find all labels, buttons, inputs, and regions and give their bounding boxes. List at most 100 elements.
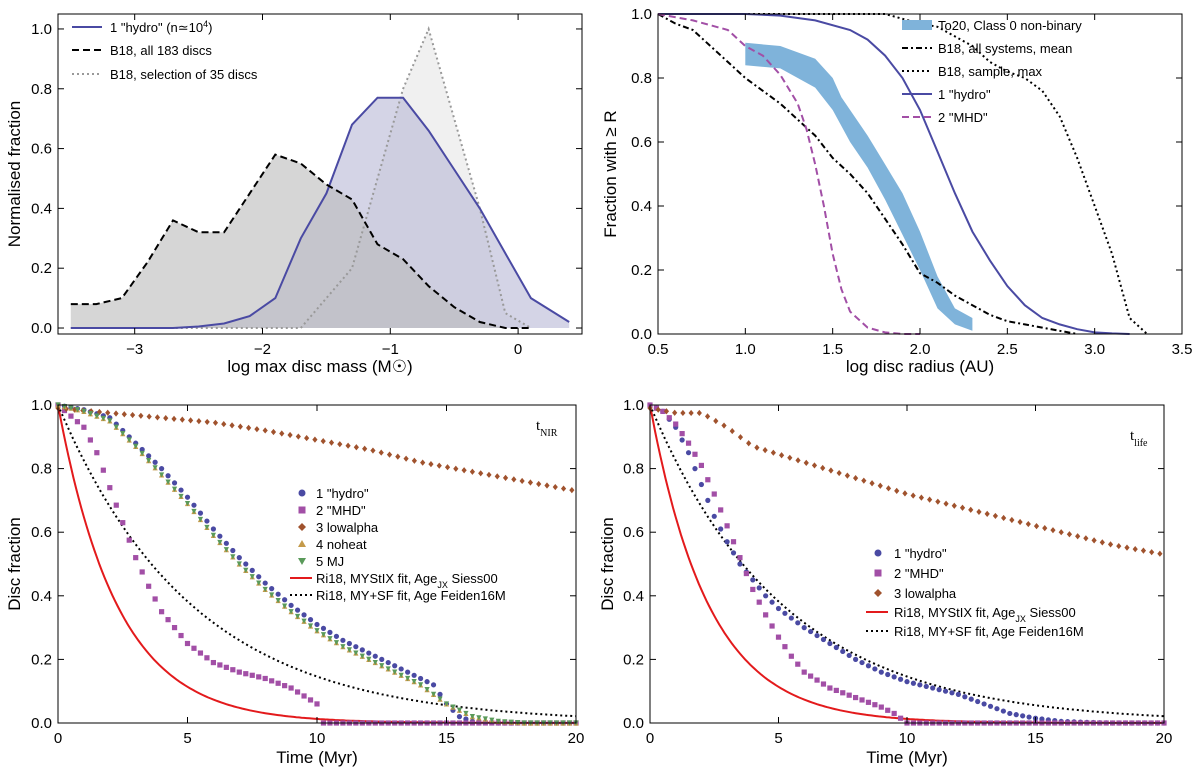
marker-circle (808, 628, 814, 635)
marker-circle (256, 574, 262, 580)
marker-circle (184, 494, 191, 500)
legend-label-b18-selection: B18, selection of 35 discs (110, 67, 258, 82)
legend-label-ri18-mysf-c: Ri18, MY+SF fit, Age Feiden16M (316, 588, 506, 603)
y-tick-label: 0.2 (623, 651, 644, 668)
series-line-solid (70, 96, 570, 329)
marker-square (859, 697, 865, 703)
marker-diamond (1066, 531, 1073, 538)
marker-diamond (196, 418, 202, 425)
marker-circle (405, 669, 411, 675)
marker-diamond (787, 454, 793, 461)
marker-circle (833, 644, 839, 651)
marker-triangle-down (74, 407, 81, 413)
marker-triangle-down (107, 418, 113, 424)
marker-square (673, 421, 679, 427)
legend-marker-lowalpha-d (874, 589, 882, 597)
panel-a-plot-area (70, 26, 570, 329)
panel-a-frame (57, 13, 583, 335)
marker-diamond (746, 440, 752, 447)
marker-triangle-down (476, 715, 482, 721)
marker-square (782, 644, 788, 650)
marker-triangle-down (165, 479, 171, 485)
marker-square (897, 715, 904, 721)
marker-square (756, 599, 762, 605)
marker-diamond (411, 457, 417, 464)
x-tick-label: 20 (1156, 730, 1173, 747)
marker-circle (437, 691, 443, 697)
series-line-solid (658, 13, 1130, 335)
marker-diamond (453, 465, 459, 472)
marker-circle (463, 716, 469, 722)
marker-square (750, 586, 756, 593)
marker-diamond (1083, 535, 1089, 542)
marker-square (872, 702, 878, 708)
marker-square (878, 704, 884, 710)
x-tick-label: 3.5 (1172, 341, 1193, 358)
marker-diamond (672, 409, 678, 416)
legend-label-mhd-c: 2 "MHD" (316, 503, 366, 518)
x-tick-label: 1.5 (822, 341, 843, 358)
marker-diamond (229, 422, 235, 429)
marker-circle (711, 513, 717, 519)
legend-label-ri18-mystix-c: Ri18, MYStIX fit, AgeJX Siess00 (316, 571, 498, 590)
marker-diamond (844, 472, 850, 479)
marker-triangle-down (418, 682, 424, 688)
marker-circle (904, 679, 910, 685)
marker-square (68, 413, 74, 419)
y-tick-label: 0.4 (623, 588, 644, 605)
marker-circle (955, 691, 962, 697)
marker-circle (418, 675, 424, 682)
marker-diamond (861, 477, 867, 484)
marker-diamond (295, 433, 301, 440)
legend-label-noheat-c: 4 noheat (316, 537, 367, 552)
marker-diamond (478, 470, 484, 477)
marker-square (210, 659, 216, 666)
y-tick-label: 0.0 (31, 715, 52, 732)
marker-circle (885, 671, 891, 678)
y-tick-label: 1.0 (623, 397, 644, 414)
marker-triangle-down (100, 415, 106, 422)
marker-circle (923, 683, 929, 690)
legend-marker-noheat-c (298, 540, 306, 547)
marker-diamond (188, 417, 194, 424)
panel-c-xlabel: Time (Myr) (276, 748, 358, 767)
legend-label-mhd-d: 2 "MHD" (894, 566, 944, 581)
marker-diamond (428, 461, 434, 468)
panel-d-frame (649, 404, 1165, 724)
marker-triangle-down (502, 719, 508, 725)
marker-diamond (918, 494, 924, 501)
marker-diamond (544, 482, 550, 489)
legend-marker-lowalpha-c (298, 523, 306, 531)
marker-circle (411, 672, 417, 678)
x-tick-label: 5 (774, 730, 782, 747)
marker-circle (301, 612, 307, 618)
legend-label-lowalpha-d: 3 lowalpha (894, 586, 957, 601)
x-tick-label: 2.5 (997, 341, 1018, 358)
marker-circle (987, 703, 994, 709)
marker-diamond (237, 423, 243, 430)
marker-circle (152, 459, 158, 465)
y-tick-label: 1.0 (631, 6, 652, 23)
marker-square (737, 555, 743, 561)
x-tick-label: −3 (126, 341, 143, 358)
marker-circle (724, 539, 730, 545)
marker-diamond (353, 444, 359, 451)
marker-diamond (721, 422, 727, 429)
marker-square (891, 710, 897, 717)
marker-diamond (762, 447, 768, 454)
y-tick-label: 0.4 (31, 588, 52, 605)
marker-circle (840, 648, 846, 655)
marker-circle (891, 674, 897, 680)
legend-marker-mhd-c (298, 506, 306, 514)
y-tick-label: 0.4 (631, 198, 652, 215)
x-tick-label: 2.0 (910, 341, 931, 358)
marker-square (249, 672, 255, 678)
marker-triangle-down (385, 666, 391, 672)
marker-square (100, 467, 106, 473)
marker-triangle-down (139, 450, 145, 457)
panel-b-legend: To20, Class 0 non-binary B18, all system… (902, 18, 1082, 125)
marker-diamond (1099, 539, 1105, 546)
marker-circle (275, 591, 281, 597)
marker-diamond (1132, 546, 1138, 553)
marker-square (113, 502, 119, 508)
